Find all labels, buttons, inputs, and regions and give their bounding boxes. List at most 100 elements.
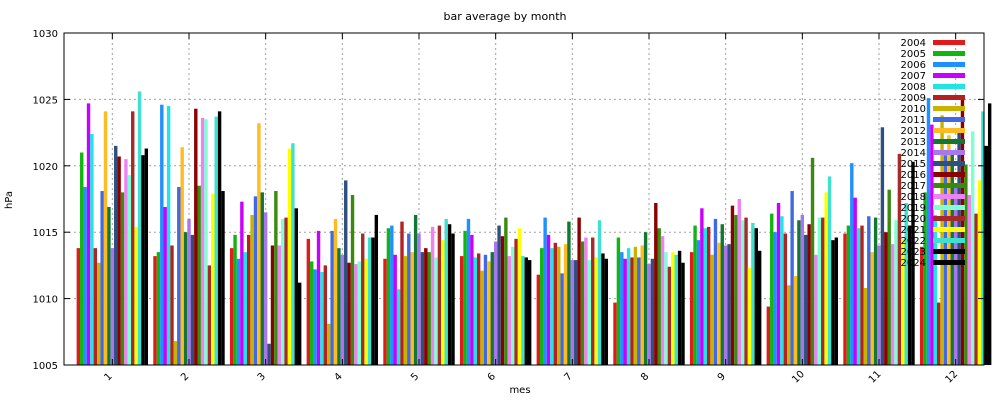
bar-2010-9 <box>710 254 714 365</box>
legend-swatch <box>933 227 965 232</box>
x-tick-label: 7 <box>562 371 574 383</box>
bar-2015-2 <box>190 234 195 365</box>
bar-2011-3 <box>253 196 258 365</box>
y-axis-ticks: 1005 1010 1015 1020 1025 1030 <box>33 29 984 372</box>
bar-2016-11 <box>884 232 888 365</box>
bar-2014-3 <box>263 212 268 365</box>
bar-2023-5 <box>447 224 452 365</box>
bar-2012-3 <box>257 123 261 365</box>
bar-2024-12 <box>987 103 992 365</box>
bar-2011-9 <box>713 218 718 365</box>
bar-2020-1 <box>131 111 135 365</box>
bar-2005-2 <box>156 252 161 365</box>
bar-2019-5 <box>434 257 438 365</box>
bar-2004-3 <box>229 248 234 365</box>
bar-2015-12 <box>957 129 961 365</box>
x-tick-label: 2 <box>179 371 191 383</box>
bar-2006-8 <box>620 252 624 365</box>
bar-2006-2 <box>160 104 164 366</box>
bar-2020-9 <box>744 217 748 365</box>
bar-2005-3 <box>233 234 237 365</box>
y-tick-label: 1010 <box>33 295 58 306</box>
bar-2018-1 <box>124 159 128 365</box>
legend-label: 2005 <box>901 49 926 60</box>
y-axis-label: hPa <box>4 191 15 209</box>
bar-2018-4 <box>354 264 358 365</box>
x-tick-label: 5 <box>409 371 421 383</box>
bar-2013-8 <box>643 232 648 365</box>
bar-2022-1 <box>137 91 142 366</box>
bar-2021-1 <box>134 226 138 365</box>
legend-label: 2014 <box>901 148 926 159</box>
legend-swatch <box>933 62 965 67</box>
bar-2014-1 <box>110 248 115 365</box>
bar-2007-6 <box>470 234 474 365</box>
bar-2007-9 <box>700 208 704 365</box>
bar-2018-2 <box>200 117 205 366</box>
legend-swatch <box>933 260 965 265</box>
legend-label: 2023 <box>901 247 926 258</box>
x-tick-label: 6 <box>486 371 498 383</box>
bar-2014-6 <box>493 241 498 365</box>
bar-2017-8 <box>657 228 661 365</box>
bar-2012-7 <box>563 244 568 365</box>
bar-2013-11 <box>873 217 878 365</box>
bar-2024-6 <box>527 260 532 365</box>
legend-label: 2016 <box>901 170 926 181</box>
x-tick-label: 1 <box>102 371 114 383</box>
bar-2023-2 <box>217 111 222 365</box>
legend-swatch <box>933 150 965 155</box>
bar-2014-9 <box>723 245 728 365</box>
bar-2009-8 <box>630 257 634 365</box>
bar-2010-7 <box>557 246 561 365</box>
bar-2019-3 <box>280 218 285 365</box>
bar-2021-11 <box>901 238 905 365</box>
legend-swatch <box>933 40 965 45</box>
bar-2004-12 <box>919 246 924 365</box>
bar-2019-12 <box>970 131 975 365</box>
bar-2022-6 <box>521 256 525 365</box>
legend-label: 2008 <box>901 82 926 93</box>
bar-2019-2 <box>204 119 208 365</box>
legend-swatch <box>933 183 965 188</box>
bar-2011-8 <box>637 257 641 365</box>
legend-label: 2020 <box>901 214 926 225</box>
bar-2006-1 <box>83 187 87 365</box>
bar-2016-4 <box>347 262 351 365</box>
bar-2024-7 <box>604 258 609 365</box>
bar-2009-10 <box>783 233 788 365</box>
bar-2024-2 <box>221 191 225 365</box>
bar-2011-10 <box>790 191 794 365</box>
x-tick-label: 8 <box>639 371 651 383</box>
bar-2019-6 <box>510 246 515 365</box>
bar-2007-7 <box>546 234 551 365</box>
bar-2018-9 <box>737 199 741 365</box>
bar-2017-7 <box>580 241 585 365</box>
bar-2023-9 <box>754 228 758 365</box>
bar-2013-1 <box>107 206 111 365</box>
bar-2014-5 <box>417 233 421 365</box>
legend-swatch <box>933 117 965 122</box>
bar-2022-9 <box>751 222 755 365</box>
bar-2012-6 <box>487 261 491 365</box>
bar-2024-1 <box>144 148 149 365</box>
legend-label: 2024 <box>901 258 926 269</box>
bar-2012-11 <box>870 252 874 365</box>
x-tick-label: 12 <box>944 369 961 386</box>
bar-2022-3 <box>291 143 295 365</box>
bar-2022-4 <box>367 237 372 365</box>
bar-2022-11 <box>904 202 908 365</box>
bar-2008-7 <box>550 248 554 365</box>
bar-2004-2 <box>153 256 157 365</box>
bar-2014-7 <box>570 260 575 365</box>
legend: 2004200520062007200820092010201120122013… <box>901 38 965 269</box>
bar-2023-6 <box>524 257 528 365</box>
bar-2010-2 <box>173 341 178 365</box>
bar-2017-1 <box>120 192 125 365</box>
bar-2012-2 <box>180 147 184 365</box>
bar-2014-2 <box>187 218 191 365</box>
bar-2015-8 <box>650 258 655 365</box>
bar-2017-9 <box>734 214 738 365</box>
bar-2018-7 <box>584 237 588 365</box>
bar-2020-11 <box>897 153 902 365</box>
